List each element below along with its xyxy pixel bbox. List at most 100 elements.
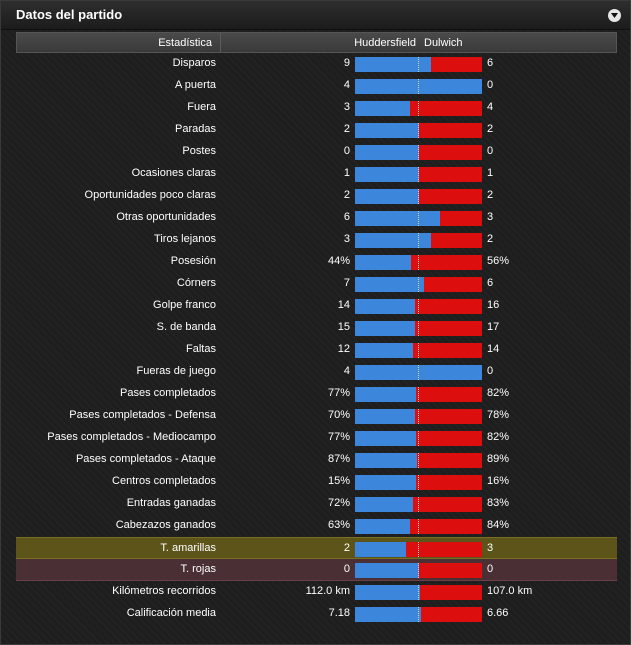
away-bar-fill: [424, 277, 482, 292]
away-bar-fill: [419, 123, 482, 138]
stat-row: Pases completados - Defensa 70% 78%: [16, 405, 617, 427]
away-bar-fill: [416, 475, 482, 490]
stat-label: Oportunidades poco claras: [84, 189, 216, 201]
stat-label: Faltas: [186, 343, 216, 355]
comparison-bar: [355, 475, 482, 490]
home-value: 14: [337, 299, 350, 311]
stat-row: T. rojas 0 0: [16, 559, 617, 581]
bar-midline: [418, 299, 419, 314]
away-bar-fill: [417, 453, 482, 468]
comparison-bar: [355, 431, 482, 446]
comparison-bar: [355, 585, 482, 600]
stat-row: Tiros lejanos 3 2: [16, 229, 617, 251]
home-bar-fill: [355, 233, 431, 248]
away-value: 3: [487, 542, 494, 554]
away-value: 89%: [487, 453, 510, 465]
away-value: 0: [487, 145, 494, 157]
stat-label: Posesión: [170, 255, 216, 267]
stat-row: Fueras de juego 4 0: [16, 361, 617, 383]
panel-titlebar: Datos del partido: [1, 1, 630, 30]
away-bar-fill: [419, 189, 482, 204]
away-value: 0: [487, 563, 494, 575]
away-value: 78%: [487, 409, 510, 421]
stat-label: T. rojas: [180, 563, 216, 575]
stat-row: T. amarillas 2 3: [16, 537, 617, 559]
home-value: 7: [343, 277, 350, 289]
bar-midline: [418, 387, 419, 402]
home-value: 15%: [327, 475, 350, 487]
home-value: 15: [337, 321, 350, 333]
stat-row: Pases completados - Mediocampo 77% 82%: [16, 427, 617, 449]
away-bar-fill: [421, 607, 482, 622]
home-bar-fill: [355, 255, 411, 270]
comparison-bar: [355, 453, 482, 468]
stat-label: Disparos: [172, 57, 216, 69]
home-value: 112.0 km: [305, 585, 350, 597]
comparison-bar: [355, 57, 482, 72]
away-bar-fill: [413, 343, 482, 358]
stat-row: Ocasiones claras 1 1: [16, 163, 617, 185]
bar-midline: [418, 563, 419, 578]
home-value: 12: [337, 343, 350, 355]
chevron-down-icon[interactable]: [608, 9, 621, 22]
bar-midline: [418, 145, 419, 160]
home-value: 72%: [327, 497, 350, 509]
comparison-bar: [355, 189, 482, 204]
comparison-bar: [355, 497, 482, 512]
away-value: 2: [487, 189, 494, 201]
home-value: 87%: [327, 453, 350, 465]
stat-label: Kilómetros recorridos: [112, 585, 216, 597]
away-value: 4: [487, 101, 494, 113]
stat-label: A puerta: [175, 79, 216, 91]
away-bar-fill: [413, 497, 482, 512]
home-bar-fill: [355, 277, 424, 292]
away-bar-fill: [415, 299, 482, 314]
home-bar-fill: [355, 299, 415, 314]
bar-midline: [418, 57, 419, 72]
home-bar-fill: [355, 145, 419, 160]
bar-midline: [418, 167, 419, 182]
comparison-bar: [355, 542, 482, 557]
bar-midline: [418, 453, 419, 468]
stat-row: Cabezazos ganados 63% 84%: [16, 515, 617, 537]
away-value: 107.0 km: [487, 585, 533, 597]
home-bar-fill: [355, 211, 440, 226]
home-value: 0: [343, 563, 350, 575]
comparison-bar: [355, 321, 482, 336]
stats-table: Estadística Huddersfield Dulwich Disparo…: [16, 32, 617, 625]
comparison-bar: [355, 167, 482, 182]
bar-midline: [418, 365, 419, 380]
comparison-bar: [355, 607, 482, 622]
away-value: 2: [487, 233, 494, 245]
away-value: 0: [487, 365, 494, 377]
stat-label: Fueras de juego: [136, 365, 217, 377]
stat-row: S. de banda 15 17: [16, 317, 617, 339]
home-value: 2: [343, 542, 350, 554]
comparison-bar: [355, 365, 482, 380]
home-bar-fill: [355, 409, 415, 424]
away-bar-fill: [419, 563, 482, 578]
away-bar-fill: [431, 57, 482, 72]
stat-row: Otras oportunidades 6 3: [16, 207, 617, 229]
away-value: 84%: [487, 519, 510, 531]
stat-label: Córners: [176, 277, 216, 289]
home-value: 9: [343, 57, 350, 69]
bar-midline: [418, 321, 419, 336]
home-bar-fill: [355, 189, 419, 204]
bar-midline: [418, 123, 419, 138]
home-value: 77%: [327, 431, 350, 443]
comparison-bar: [355, 211, 482, 226]
panel-title: Datos del partido: [16, 7, 123, 22]
away-value: 6: [487, 277, 494, 289]
stat-label: Postes: [182, 145, 216, 157]
away-value: 17: [487, 321, 500, 333]
home-bar-fill: [355, 519, 410, 534]
home-value: 1: [343, 167, 350, 179]
away-value: 83%: [487, 497, 510, 509]
stat-row: Oportunidades poco claras 2 2: [16, 185, 617, 207]
header-home-team: Huddersfield: [354, 37, 416, 49]
stat-label: Pases completados - Defensa: [69, 409, 216, 421]
home-bar-fill: [355, 585, 420, 600]
home-bar-fill: [355, 453, 417, 468]
